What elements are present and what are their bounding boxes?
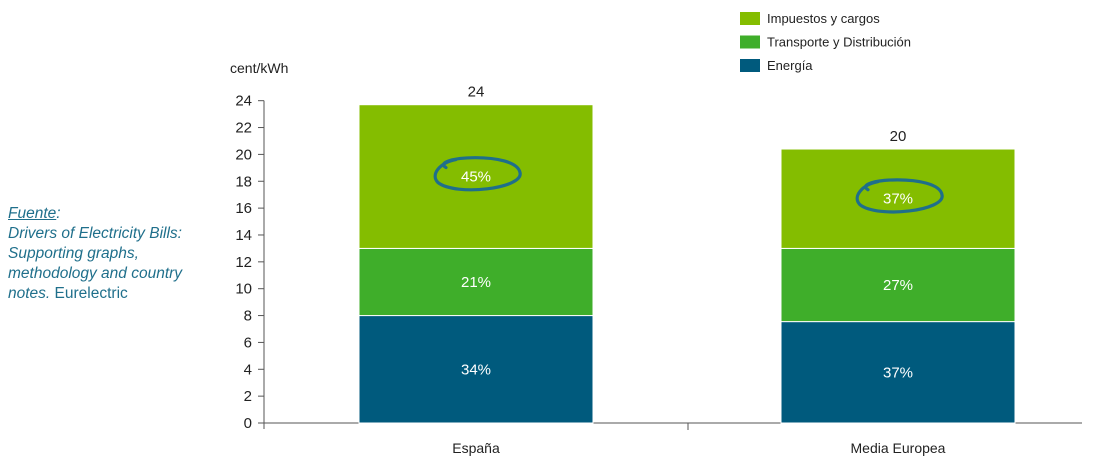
legend-swatch [740, 12, 760, 25]
segment-percent-label: 37% [883, 191, 913, 208]
bar-total-label: 20 [890, 128, 907, 145]
y-tick-label: 0 [244, 415, 252, 432]
y-tick-label: 18 [235, 173, 252, 190]
source-title-line-1: Drivers of Electricity Bills: [8, 225, 182, 242]
y-tick-label: 2 [244, 388, 252, 405]
bar-segment [358, 104, 594, 249]
legend-label: Impuestos y cargos [767, 11, 880, 26]
y-tick-label: 24 [235, 93, 252, 110]
legend-label: Transporte y Distribución [767, 35, 911, 50]
legend: Impuestos y cargos Transporte y Distribuc… [740, 11, 911, 73]
legend-swatch [740, 59, 760, 72]
legend-swatch [740, 35, 760, 49]
source-colon: : [56, 205, 61, 222]
source-title-line-3: methodology and country [8, 265, 183, 282]
segment-percent-label: 34% [461, 361, 491, 378]
source-prefix: Fuente [8, 205, 57, 222]
y-axis-unit-label: cent/kWh [230, 60, 288, 76]
y-tick-label: 12 [235, 254, 252, 271]
source-publisher: Eurelectric [54, 285, 128, 302]
y-tick-label: 16 [235, 200, 252, 217]
source-note: Fuente: Drivers of Electricity Bills: Su… [8, 204, 223, 304]
highlight-circle [855, 178, 944, 214]
highlight-circle [433, 156, 522, 192]
bars: 34% 21% 45% 24 España 37% 27% 37% 20 Media Europe… [358, 84, 1016, 456]
bar-segment [780, 321, 1016, 424]
category-label: España [452, 440, 500, 456]
source-period: . [45, 285, 51, 302]
segment-percent-label: 37% [883, 364, 913, 381]
y-tick-label: 6 [244, 334, 252, 351]
bar-segment [780, 247, 1016, 323]
y-tick-label: 22 [235, 120, 252, 137]
y-tick-label: 4 [244, 361, 252, 378]
y-tick-label: 8 [244, 308, 252, 325]
bar-segment [780, 148, 1016, 249]
legend-label: Energía [767, 58, 813, 73]
source-title-line-2: Supporting graphs, [8, 245, 139, 262]
segment-percent-label: 27% [883, 277, 913, 294]
source-title-line-4: notes [8, 285, 46, 302]
y-tick-label: 20 [235, 146, 252, 163]
bar-segment [358, 247, 594, 317]
segment-percent-label: 21% [461, 274, 491, 291]
bar-segment [358, 315, 594, 424]
y-tick-label: 10 [235, 281, 252, 298]
segment-percent-label: 45% [461, 169, 491, 186]
bar-total-label: 24 [468, 84, 485, 101]
category-label: Media Europea [851, 440, 946, 456]
y-tick-label: 14 [235, 227, 252, 244]
